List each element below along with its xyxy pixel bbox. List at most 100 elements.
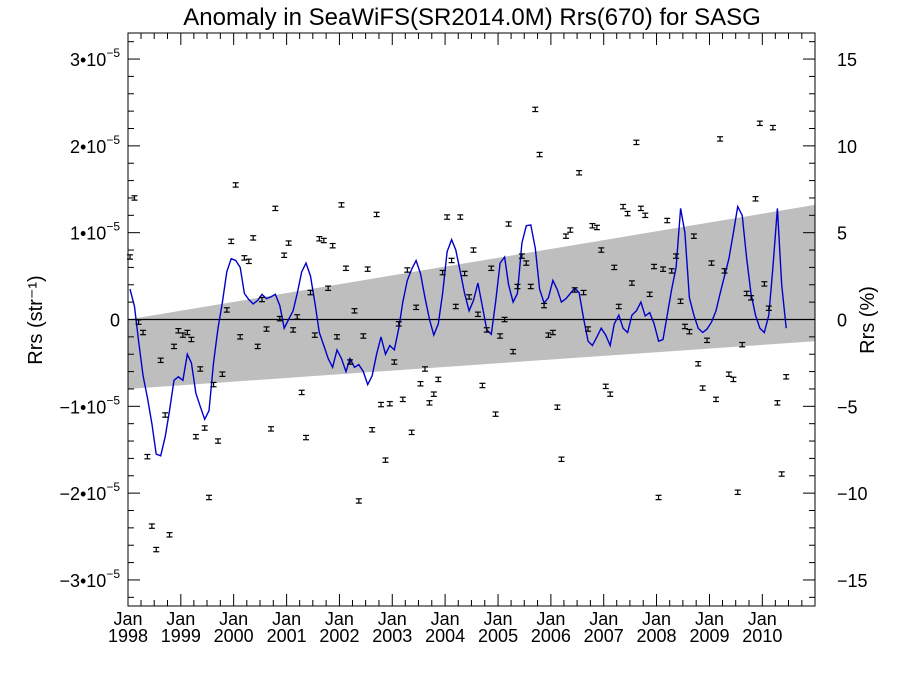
y-left-tick-label: 0	[110, 311, 120, 331]
x-tick-label-year: 1999	[161, 626, 201, 646]
x-tick-label-year: 1998	[108, 626, 148, 646]
data-point	[237, 334, 244, 340]
data-point	[624, 210, 631, 217]
x-tick-label-year: 2008	[637, 626, 677, 646]
y-right-tick-label: −5	[837, 397, 858, 417]
y-left-tick-label: 2•10−5	[70, 133, 120, 157]
data-point	[294, 314, 301, 320]
data-point	[598, 247, 605, 253]
data-point	[290, 327, 297, 333]
x-tick-label-month: Jan	[113, 609, 142, 629]
data-point	[518, 253, 525, 259]
y-left-tick-label: 3•10−5	[70, 46, 120, 70]
x-tick-label-year: 2002	[319, 626, 359, 646]
data-point	[417, 380, 424, 387]
data-point	[223, 307, 230, 313]
x-tick-label-month: Jan	[219, 609, 248, 629]
data-point	[457, 214, 464, 220]
data-point	[717, 136, 724, 142]
data-point	[479, 382, 486, 389]
x-tick-label-month: Jan	[695, 609, 724, 629]
data-point	[184, 329, 191, 336]
data-point	[778, 471, 785, 477]
data-point	[576, 170, 583, 176]
y-right-tick-label: 10	[837, 137, 857, 157]
data-point	[532, 106, 539, 113]
y-right-tick-label: 5	[837, 224, 847, 244]
y-left-tick-label: −2•10−5	[59, 480, 120, 504]
data-point	[483, 327, 490, 333]
data-point	[444, 214, 451, 220]
x-tick-label-year: 2001	[267, 626, 307, 646]
data-point	[430, 391, 437, 397]
data-point	[316, 235, 323, 242]
data-point	[171, 343, 178, 350]
data-point	[285, 240, 292, 246]
data-point	[201, 425, 208, 431]
data-point	[474, 311, 481, 318]
data-point	[501, 316, 508, 323]
data-point	[470, 247, 477, 253]
y-right-tick-label: −10	[837, 484, 868, 504]
axis-ticks-layer: Jan1998Jan1999Jan2000Jan2001Jan2002Jan20…	[59, 33, 868, 646]
data-point	[232, 182, 239, 188]
data-point	[355, 498, 362, 504]
data-point	[329, 242, 336, 249]
data-point	[642, 212, 649, 219]
data-point	[580, 289, 587, 296]
data-point	[699, 385, 706, 391]
data-points-layer	[127, 106, 790, 553]
data-point	[298, 389, 305, 396]
data-point	[395, 321, 402, 327]
data-point	[607, 391, 614, 397]
x-tick-label-month: Jan	[748, 609, 777, 629]
data-point	[421, 366, 428, 372]
x-tick-label-month: Jan	[272, 609, 301, 629]
x-tick-label-month: Jan	[325, 609, 354, 629]
data-point	[739, 341, 746, 348]
data-point	[593, 224, 600, 231]
data-point	[514, 283, 521, 290]
x-tick-label-year: 2003	[372, 626, 412, 646]
data-point	[660, 266, 667, 272]
data-point	[435, 376, 442, 383]
data-point	[783, 374, 790, 380]
data-point	[628, 280, 635, 286]
data-point	[567, 227, 574, 233]
trend-band-layer	[128, 204, 815, 389]
data-point	[157, 357, 164, 364]
data-point	[713, 396, 720, 403]
data-point	[602, 383, 609, 390]
data-point	[333, 334, 340, 340]
data-point	[615, 303, 622, 310]
data-point	[162, 412, 169, 418]
data-point	[655, 494, 662, 501]
data-point	[488, 265, 495, 272]
data-point	[408, 429, 415, 436]
data-point	[774, 400, 781, 406]
smoothed-line	[129, 204, 787, 457]
data-point	[439, 269, 446, 276]
x-tick-label-month: Jan	[166, 609, 195, 629]
data-point	[756, 120, 763, 127]
data-point	[148, 523, 155, 529]
data-point	[721, 268, 728, 274]
data-point	[347, 359, 354, 365]
data-point	[677, 298, 684, 305]
data-point	[708, 260, 715, 266]
x-tick-label-month: Jan	[642, 609, 671, 629]
data-point	[131, 195, 138, 201]
x-tick-label-year: 2005	[478, 626, 518, 646]
data-point	[668, 268, 675, 274]
y-right-tick-label: −15	[837, 571, 868, 591]
data-point	[461, 270, 468, 277]
y-left-tick-label: −3•10−5	[59, 567, 120, 591]
data-point	[382, 457, 389, 463]
x-tick-label-year: 2000	[214, 626, 254, 646]
x-tick-label-month: Jan	[431, 609, 460, 629]
data-point	[536, 151, 543, 158]
data-point	[769, 124, 776, 131]
data-point	[611, 264, 618, 271]
data-point	[245, 258, 252, 265]
